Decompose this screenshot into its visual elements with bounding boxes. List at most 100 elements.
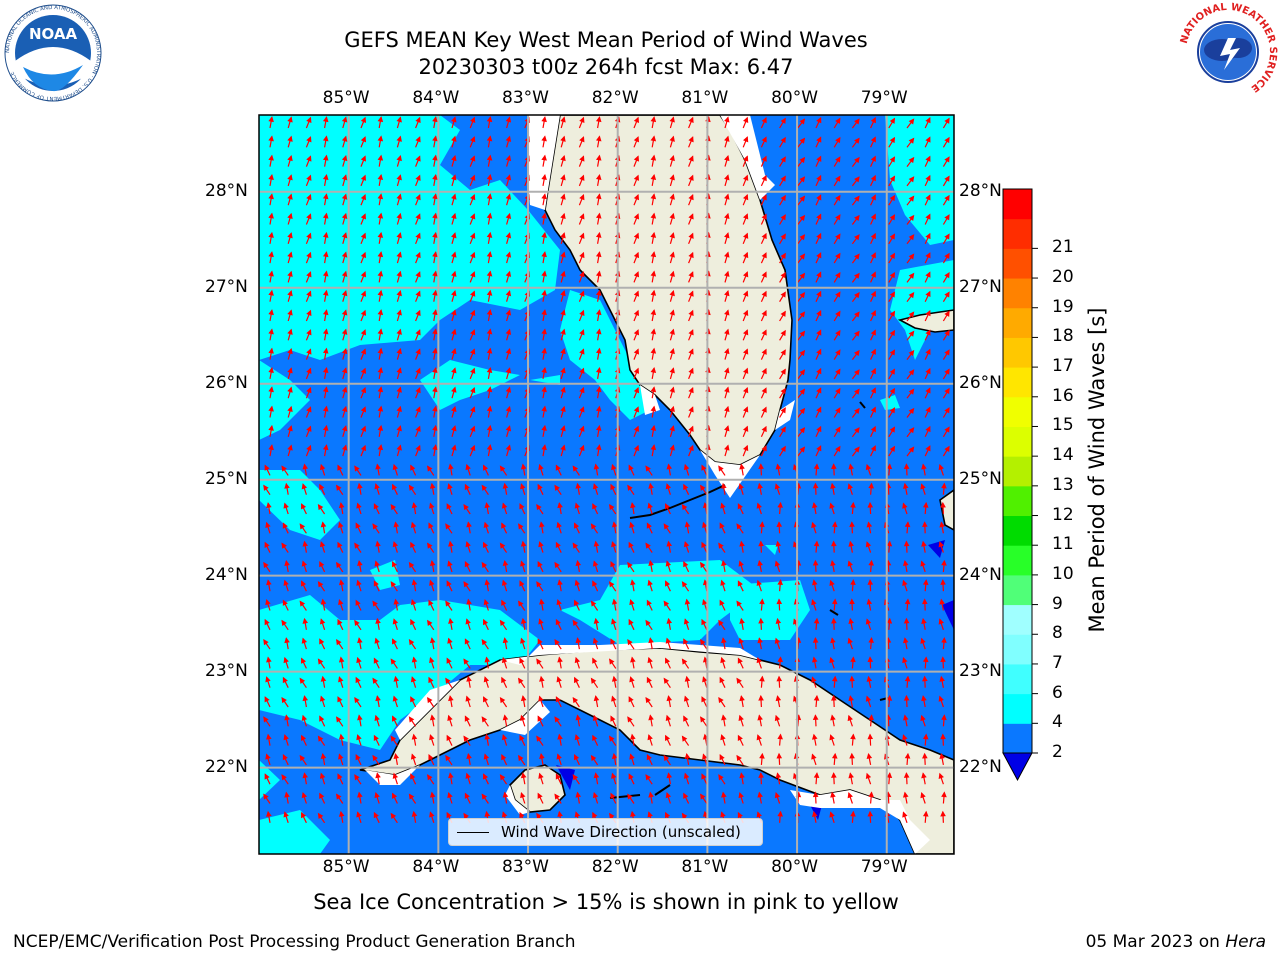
- wave-arrow-head: [940, 656, 946, 663]
- wave-arrow-head: [743, 367, 749, 374]
- wave-arrow-head: [865, 695, 872, 702]
- wave-arrow-head: [283, 734, 289, 741]
- wave-arrow-head: [265, 676, 271, 683]
- wave-arrow-head: [780, 233, 786, 240]
- wave-arrow-head: [777, 656, 783, 663]
- wave-arrow-head: [265, 753, 271, 760]
- wave-arrow-head: [688, 232, 694, 239]
- wave-arrow-head: [816, 387, 822, 394]
- wave-arrow-head: [700, 484, 706, 491]
- wave-arrow-head: [681, 581, 688, 588]
- lon-tick-label-top: 84°W: [412, 88, 460, 108]
- wave-arrow-head: [465, 695, 471, 702]
- wave-arrow-head: [448, 540, 454, 547]
- wave-arrow-head: [669, 405, 675, 413]
- wave-arrow-head: [759, 752, 765, 759]
- wave-arrow-head: [446, 503, 452, 510]
- wave-arrow-head: [287, 193, 293, 200]
- wave-arrow-head: [684, 752, 691, 759]
- wave-arrow-head: [889, 136, 896, 144]
- wave-arrow-head: [633, 155, 640, 162]
- wave-arrow-head: [520, 695, 527, 702]
- wave-arrow-head: [688, 309, 694, 317]
- wave-arrow-head: [396, 154, 402, 162]
- wave-arrow-head: [854, 137, 860, 144]
- wave-arrow-head: [465, 541, 471, 548]
- wave-arrow-head: [903, 772, 910, 778]
- wave-arrow-head: [592, 503, 598, 510]
- wave-arrow-head: [541, 154, 547, 161]
- wave-arrow-head: [432, 347, 438, 354]
- wave-arrow-head: [354, 465, 360, 472]
- wave-arrow-head: [287, 309, 293, 316]
- wave-arrow-head: [920, 483, 926, 490]
- wave-arrow-head: [284, 559, 290, 566]
- wave-arrow-head: [322, 251, 329, 258]
- wave-arrow-head: [939, 675, 945, 682]
- wave-arrow-head: [683, 638, 689, 645]
- wave-arrow-head: [720, 579, 726, 586]
- wave-arrow-head: [737, 734, 743, 741]
- wave-arrow-head: [377, 386, 384, 393]
- wave-arrow-head: [579, 425, 585, 432]
- wave-arrow-head: [595, 212, 602, 219]
- wave-arrow-head: [410, 464, 416, 471]
- wave-arrow-head: [428, 522, 434, 529]
- wave-arrow-head: [669, 116, 675, 123]
- wave-arrow-head: [663, 523, 670, 530]
- lon-tick-label-bottom: 81°W: [681, 857, 729, 877]
- wave-arrow-head: [373, 503, 379, 510]
- wave-arrow-head: [611, 618, 617, 625]
- wave-arrow-head: [415, 251, 421, 259]
- wave-arrow-head: [415, 329, 421, 336]
- wave-arrow-head: [799, 118, 806, 125]
- wave-arrow-head: [761, 155, 767, 162]
- wave-arrow-head: [555, 696, 561, 703]
- wave-arrow-head: [633, 406, 640, 413]
- wave-arrow-head: [341, 309, 348, 316]
- wave-arrow-head: [737, 811, 743, 819]
- lon-tick-label-top: 85°W: [322, 88, 370, 108]
- wave-arrow-head: [633, 425, 640, 432]
- wave-arrow-head: [939, 753, 945, 760]
- wave-arrow-head: [486, 270, 493, 277]
- wave-arrow-head: [595, 405, 602, 412]
- wave-arrow-head: [432, 405, 438, 412]
- wave-arrow-head: [799, 292, 806, 299]
- wave-arrow-head: [429, 637, 436, 644]
- wave-arrow-head: [560, 347, 566, 355]
- wave-arrow-head: [683, 772, 690, 779]
- wave-arrow-head: [922, 752, 928, 759]
- wave-arrow-head: [761, 367, 767, 375]
- wave-arrow-head: [669, 425, 675, 432]
- wave-arrow-head: [486, 231, 493, 238]
- wave-arrow-head: [264, 464, 270, 471]
- wave-arrow-head: [427, 619, 433, 626]
- wave-arrow-head: [356, 656, 362, 664]
- wave-arrow-head: [541, 231, 547, 238]
- wave-arrow-head: [925, 425, 931, 433]
- wave-arrow-head: [610, 638, 616, 645]
- wave-arrow-head: [903, 617, 910, 624]
- dark-blue-spots: [556, 540, 954, 820]
- wave-arrow-head: [870, 445, 876, 452]
- wave-arrow-head: [519, 734, 525, 741]
- wave-arrow-head: [650, 270, 657, 277]
- wave-arrow-head: [724, 309, 730, 316]
- wave-arrow-head: [541, 251, 547, 258]
- wave-arrow-head: [541, 173, 547, 180]
- wave-arrow-head: [505, 386, 512, 393]
- wave-arrow-head: [854, 330, 860, 337]
- wave-arrow-head: [646, 522, 652, 529]
- wave-arrow-head: [774, 637, 781, 644]
- wave-arrow-head: [780, 117, 786, 124]
- wave-arrow-head: [415, 348, 421, 355]
- wave-arrow-head: [322, 366, 329, 373]
- wave-arrow-head: [505, 367, 512, 374]
- wave-arrow-head: [281, 774, 287, 781]
- wave-arrow-head: [870, 194, 876, 201]
- wave-arrow-head: [903, 694, 910, 701]
- wave-arrow-head: [816, 155, 822, 162]
- wave-arrow-head: [464, 638, 470, 645]
- wave-arrow-head: [356, 502, 362, 509]
